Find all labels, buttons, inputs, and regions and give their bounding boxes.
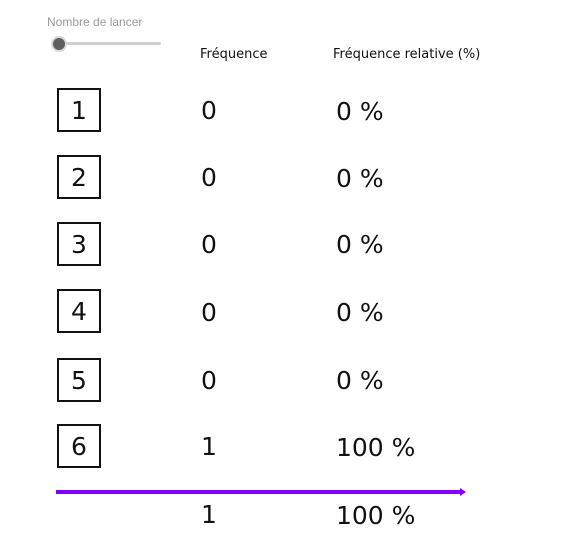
die-face-label: 2 bbox=[71, 162, 87, 192]
total-separator-line bbox=[56, 488, 466, 496]
slider-thumb[interactable] bbox=[51, 36, 67, 52]
slider-track[interactable] bbox=[58, 42, 161, 45]
relative-frequency-value: 0 % bbox=[336, 97, 384, 126]
total-frequency-value: 1 bbox=[201, 500, 217, 529]
die-face-box: 2 bbox=[57, 155, 101, 199]
frequency-header: Fréquence bbox=[200, 47, 268, 62]
slider-label: Nombre de lancer bbox=[47, 15, 143, 29]
die-face-box: 3 bbox=[57, 222, 101, 266]
relative-frequency-header: Fréquence relative (%) bbox=[333, 47, 481, 62]
die-face-box: 1 bbox=[57, 88, 101, 132]
die-face-label: 5 bbox=[71, 365, 87, 395]
die-face-label: 4 bbox=[71, 296, 87, 326]
frequency-value: 0 bbox=[201, 163, 217, 192]
relative-frequency-value: 0 % bbox=[336, 366, 384, 395]
die-face-label: 1 bbox=[71, 95, 87, 125]
die-face-box: 6 bbox=[57, 424, 101, 468]
relative-frequency-value: 0 % bbox=[336, 230, 384, 259]
frequency-value: 0 bbox=[201, 96, 217, 125]
relative-frequency-value: 0 % bbox=[336, 298, 384, 327]
frequency-value: 0 bbox=[201, 366, 217, 395]
frequency-value: 1 bbox=[201, 432, 217, 461]
die-face-box: 5 bbox=[57, 358, 101, 402]
total-relative-frequency-value: 100 % bbox=[336, 501, 416, 530]
frequency-value: 0 bbox=[201, 298, 217, 327]
relative-frequency-value: 100 % bbox=[336, 433, 416, 462]
die-face-box: 4 bbox=[57, 289, 101, 333]
die-face-label: 3 bbox=[71, 229, 87, 259]
relative-frequency-value: 0 % bbox=[336, 164, 384, 193]
frequency-value: 0 bbox=[201, 230, 217, 259]
die-face-label: 6 bbox=[71, 431, 87, 461]
